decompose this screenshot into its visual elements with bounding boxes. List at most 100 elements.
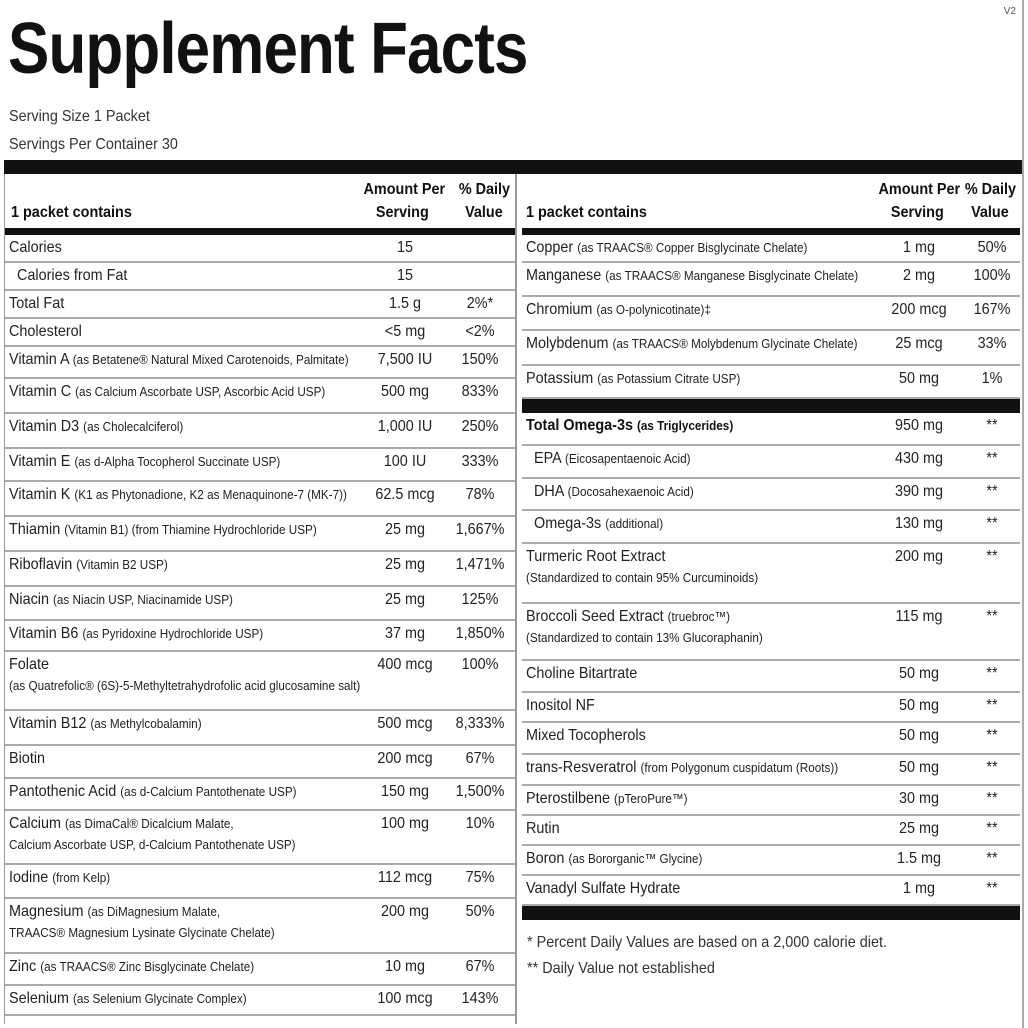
amount-per-serving: 390 mg xyxy=(894,483,944,500)
nutrient-row: Potassium (as Potassium Citrate USP) 50 m… xyxy=(522,366,1020,399)
nutrient-source-detail: (from Kelp) xyxy=(52,870,111,885)
amount-per-serving: 1 mg xyxy=(902,880,936,897)
nutrient-source-detail: (as d-Calcium Pantothenate USP) xyxy=(120,784,297,799)
nutrient-source-detail-line2: (Standardized to contain 95% Curcuminoid… xyxy=(526,570,759,585)
nutrient-name-text: Copper xyxy=(526,239,574,256)
daily-value: 78% xyxy=(465,486,495,503)
daily-value: 67% xyxy=(465,750,495,767)
nutrient-name: Calcium (as DimaCal® Dicalcium Malate, xyxy=(9,815,234,833)
right-column: 1 packet contains Amount Per Serving % D… xyxy=(522,174,1020,920)
nutrient-name-text: Vitamin B12 xyxy=(9,715,87,732)
nutrient-source-detail: (as Selenium Glycinate Complex) xyxy=(73,991,247,1006)
nutrient-source-detail: (as TRAACS® Zinc Bisglycinate Chelate) xyxy=(40,959,255,974)
nutrient-row: trans-Resveratrol (from Polygonum cuspid… xyxy=(522,755,1020,786)
header-contains: 1 packet contains xyxy=(526,204,647,221)
nutrient-source-detail: (K1 as Phytonadione, K2 as Menaquinone-7… xyxy=(74,487,347,502)
nutrient-name-text: Vitamin D3 xyxy=(9,418,80,435)
nutrient-name-text: Vitamin B6 xyxy=(9,625,79,642)
nutrient-name-text: Vitamin A xyxy=(9,351,69,368)
amount-per-serving: 10 mg xyxy=(384,958,426,975)
amount-per-serving: 25 mcg xyxy=(895,335,943,352)
nutrient-row: Vitamin B12 (as Methylcobalamin) 500 mcg 8… xyxy=(5,711,515,746)
header-amount-1: Amount Per xyxy=(878,181,961,198)
nutrient-name-text: Pantothenic Acid xyxy=(9,783,117,800)
nutrient-row: Rutin 25 mg ** xyxy=(522,816,1020,846)
daily-value: 50% xyxy=(977,239,1007,256)
nutrient-name: Pterostilbene (pTeroPure™) xyxy=(526,790,688,808)
daily-value: 75% xyxy=(465,869,495,886)
daily-value: ** xyxy=(986,820,998,837)
amount-per-serving: 130 mg xyxy=(894,515,944,532)
header-amount-1: Amount Per xyxy=(363,181,446,198)
serving-size: Serving Size 1 Packet xyxy=(9,108,150,125)
daily-value: 143% xyxy=(461,990,499,1007)
nutrient-name-text: Vitamin C xyxy=(9,383,72,400)
nutrient-source-detail: (as Methylcobalamin) xyxy=(90,716,202,731)
nutrient-row: Vitamin B6 (as Pyridoxine Hydrochloride … xyxy=(5,621,515,652)
nutrient-name: Broccoli Seed Extract (truebroc™) xyxy=(526,608,730,626)
amount-per-serving: 115 mg xyxy=(895,608,943,625)
nutrient-name-text: Magnesium xyxy=(9,903,84,920)
nutrient-source-detail: (as Calcium Ascorbate USP, Ascorbic Acid… xyxy=(75,384,326,399)
nutrient-name-text: Total Fat xyxy=(9,295,65,312)
nutrient-name-text: Biotin xyxy=(9,750,46,767)
nutrient-row: Pterostilbene (pTeroPure™) 30 mg ** xyxy=(522,786,1020,816)
nutrient-name-text: Choline Bitartrate xyxy=(526,665,638,682)
nutrient-row: Magnesium (as DiMagnesium Malate, TRAACS®… xyxy=(5,899,515,954)
nutrient-name: Thiamin (Vitamin B1) (from Thiamine Hydr… xyxy=(9,521,317,539)
nutrient-name-text: Molybdenum xyxy=(526,335,609,352)
nutrient-source-detail: (Docosahexaenoic Acid) xyxy=(567,484,694,499)
daily-value: ** xyxy=(986,665,998,682)
nutrient-name: Potassium (as Potassium Citrate USP) xyxy=(526,370,740,388)
nutrient-name: Calories xyxy=(9,239,62,257)
nutrient-name-text: Calories xyxy=(9,239,62,256)
nutrient-row: Vanadyl Sulfate Hydrate 1 mg ** xyxy=(522,876,1020,906)
header-dv-1: % Daily xyxy=(964,181,1017,198)
amount-per-serving: 50 mg xyxy=(898,727,940,744)
daily-value: ** xyxy=(986,417,998,434)
daily-value: 50% xyxy=(465,903,495,920)
daily-value: ** xyxy=(986,548,998,565)
nutrient-name-text: DHA xyxy=(534,483,564,500)
amount-per-serving: 430 mg xyxy=(894,450,944,467)
nutrient-name-text: Broccoli Seed Extract xyxy=(526,608,664,625)
amount-per-serving: 1,000 IU xyxy=(377,418,433,435)
right-header: 1 packet contains Amount Per Serving % D… xyxy=(522,174,1020,235)
nutrient-name: Vitamin B6 (as Pyridoxine Hydrochloride … xyxy=(9,625,263,643)
nutrient-row: Boron (as Bororganic™ Glycine) 1.5 mg ** xyxy=(522,846,1020,876)
top-divider-bar xyxy=(4,160,1024,174)
nutrient-name: Biotin xyxy=(9,750,45,768)
nutrient-name-text: Rutin xyxy=(526,820,560,837)
nutrient-name: Vitamin K (K1 as Phytonadione, K2 as Men… xyxy=(9,486,347,504)
amount-per-serving: 200 mg xyxy=(380,903,430,920)
column-divider xyxy=(515,174,517,1024)
amount-per-serving: 500 mcg xyxy=(377,715,433,732)
amount-per-serving: 15 xyxy=(396,239,414,256)
nutrient-row: Calories from Fat 15 xyxy=(5,263,515,291)
nutrient-source-detail: (as Potassium Citrate USP) xyxy=(597,371,741,386)
nutrient-name-text: Niacin xyxy=(9,591,50,608)
nutrient-name: Omega-3s (additional) xyxy=(534,515,663,533)
nutrient-row: Vitamin C (as Calcium Ascorbate USP, Asc… xyxy=(5,379,515,414)
daily-value: 1,471% xyxy=(455,556,505,573)
nutrient-source-detail-line2: (Standardized to contain 13% Glucoraphan… xyxy=(526,630,763,645)
nutrient-name: EPA (Eicosapentaenoic Acid) xyxy=(534,450,691,468)
nutrient-name-text: Boron xyxy=(526,850,565,867)
nutrient-source-detail: (truebroc™) xyxy=(667,609,731,624)
nutrient-name: Niacin (as Niacin USP, Niacinamide USP) xyxy=(9,591,233,609)
nutrient-row: Vitamin D3 (as Cholecalciferol) 1,000 IU 2… xyxy=(5,414,515,449)
daily-value: 333% xyxy=(461,453,499,470)
header-amount-2: Serving xyxy=(890,204,944,221)
nutrient-row: Vitamin K (K1 as Phytonadione, K2 as Men… xyxy=(5,482,515,517)
footnote-dv-not-established: ** Daily Value not established xyxy=(527,960,715,977)
nutrient-name: Copper (as TRAACS® Copper Bisglycinate C… xyxy=(526,239,807,257)
daily-value: 250% xyxy=(461,418,499,435)
amount-per-serving: 1.5 mg xyxy=(896,850,942,867)
nutrient-name-text: trans-Resveratrol xyxy=(526,759,637,776)
nutrient-source-detail: (as TRAACS® Copper Bisglycinate Chelate) xyxy=(577,240,808,255)
nutrient-name: Vitamin C (as Calcium Ascorbate USP, Asc… xyxy=(9,383,325,401)
nutrient-source-detail: (as d-Alpha Tocopherol Succinate USP) xyxy=(74,454,281,469)
left-header: 1 packet contains Amount Per Serving % D… xyxy=(5,174,515,235)
amount-per-serving: 200 mcg xyxy=(377,750,433,767)
